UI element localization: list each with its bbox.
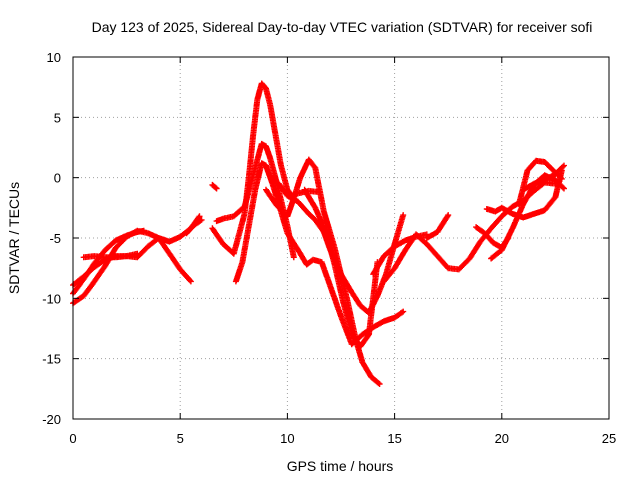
x-axis-title: GPS time / hours bbox=[287, 458, 394, 474]
series-track-4 bbox=[80, 250, 141, 261]
x-tick-label: 15 bbox=[387, 431, 401, 446]
series-markers bbox=[183, 216, 205, 237]
axis-ticks: 0 5 10 15 20 25 -20 -15 -10 -5 0 5 10 bbox=[42, 50, 616, 446]
series-track-8 bbox=[209, 80, 323, 257]
series-track-12 bbox=[301, 186, 381, 350]
x-tick-label: 0 bbox=[69, 431, 76, 446]
x-tick-label: 10 bbox=[280, 431, 294, 446]
series-markers bbox=[209, 181, 220, 192]
series-track-5 bbox=[183, 216, 205, 237]
series-markers bbox=[423, 212, 452, 241]
series-markers bbox=[232, 160, 407, 348]
series-track-6 bbox=[209, 181, 220, 192]
series-track-20 bbox=[520, 162, 567, 193]
series-markers bbox=[209, 80, 323, 257]
x-tick-label: 5 bbox=[177, 431, 184, 446]
series-track-14 bbox=[423, 212, 452, 241]
series-markers bbox=[80, 250, 141, 261]
y-tick-label: -10 bbox=[42, 291, 61, 306]
y-tick-label: -20 bbox=[42, 412, 61, 427]
y-tick-label: 0 bbox=[54, 171, 61, 186]
x-tick-label: 20 bbox=[495, 431, 509, 446]
y-tick-label: 10 bbox=[47, 50, 61, 65]
series-markers bbox=[301, 186, 381, 350]
series-track-9 bbox=[232, 160, 407, 348]
chart-title: Day 123 of 2025, Sidereal Day-to-day VTE… bbox=[92, 19, 593, 35]
y-tick-label: -15 bbox=[42, 352, 61, 367]
x-tick-label: 25 bbox=[602, 431, 616, 446]
data-series bbox=[70, 80, 567, 387]
y-axis-title: SDTVAR / TECUs bbox=[6, 182, 22, 294]
series-markers bbox=[520, 162, 567, 193]
y-tick-label: 5 bbox=[54, 110, 61, 125]
y-tick-label: -5 bbox=[49, 231, 61, 246]
